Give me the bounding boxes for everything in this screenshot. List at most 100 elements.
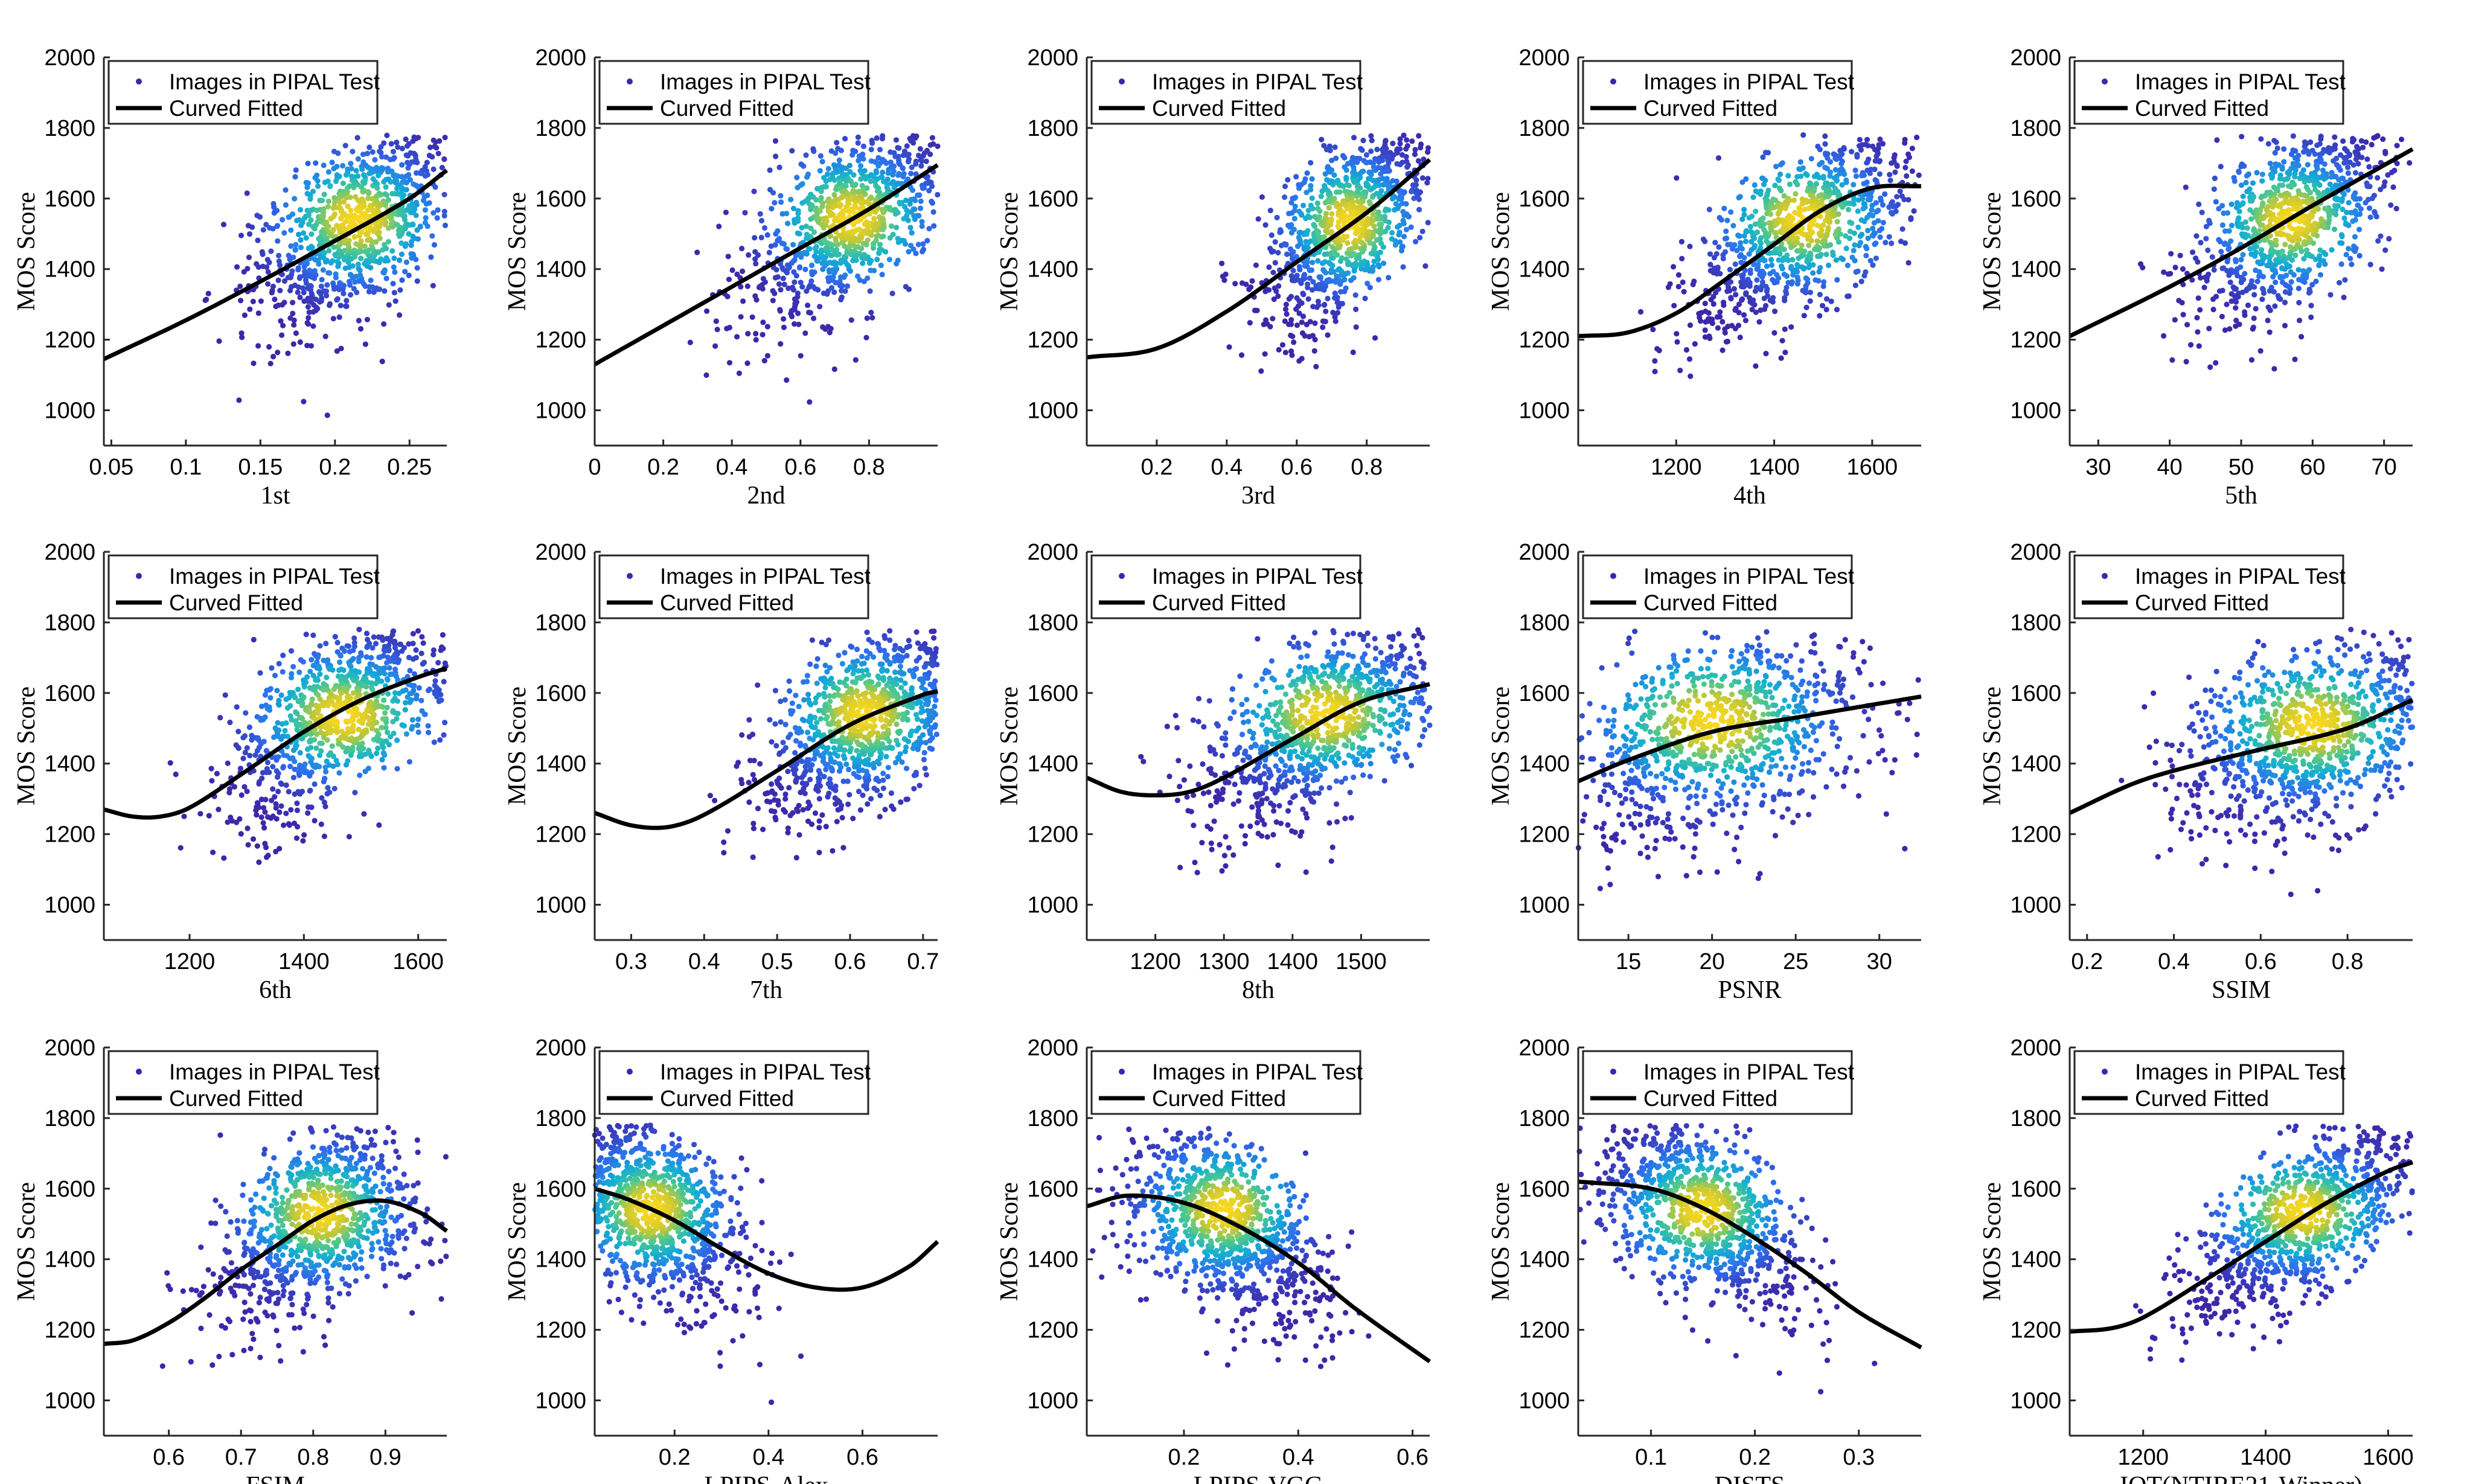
data-point: [318, 291, 324, 297]
data-point: [1721, 302, 1727, 309]
data-point: [1404, 137, 1410, 143]
data-point: [2336, 165, 2342, 171]
data-point: [1409, 138, 1415, 144]
data-point: [331, 286, 338, 292]
data-point: [895, 153, 901, 159]
data-point: [1840, 204, 1846, 210]
data-point: [1707, 335, 1713, 342]
data-point: [819, 222, 825, 228]
data-point: [1343, 174, 1349, 181]
data-point: [392, 298, 398, 304]
data-point: [2382, 247, 2388, 253]
y-tick-label: 1200: [1518, 328, 1570, 353]
data-point: [1297, 229, 1304, 235]
data-point: [1301, 179, 1307, 185]
data-point: [1728, 209, 1734, 215]
data-point: [366, 170, 373, 176]
data-point: [287, 256, 293, 262]
data-point: [289, 268, 295, 274]
data-point: [411, 134, 417, 140]
data-point: [1282, 318, 1288, 324]
data-point: [2183, 359, 2189, 365]
data-point: [356, 198, 363, 204]
data-point: [1732, 242, 1738, 248]
data-point: [1675, 284, 1681, 290]
data-point: [292, 174, 298, 180]
data-point: [819, 260, 825, 266]
data-point: [755, 252, 761, 258]
data-point: [1364, 280, 1371, 287]
data-point: [1824, 231, 1830, 237]
data-point: [1794, 174, 1800, 180]
data-point: [760, 331, 766, 337]
data-point: [1345, 161, 1351, 167]
data-point: [1287, 224, 1293, 230]
data-point: [2346, 222, 2352, 228]
data-point: [250, 298, 256, 304]
data-point: [399, 185, 405, 191]
data-point: [1283, 301, 1289, 307]
data-point: [930, 209, 936, 215]
data-point: [884, 185, 890, 191]
data-point: [1894, 194, 1900, 200]
data-point: [2251, 251, 2257, 257]
data-point: [2239, 221, 2245, 227]
data-point: [2286, 199, 2292, 205]
data-point: [873, 170, 880, 176]
data-point: [281, 278, 288, 284]
data-point: [817, 208, 823, 214]
data-point: [1749, 307, 1755, 313]
data-point: [1370, 217, 1376, 223]
data-point: [805, 171, 811, 178]
data-point: [348, 207, 354, 213]
data-point: [390, 156, 397, 162]
data-point: [2407, 160, 2413, 166]
data-point: [1319, 188, 1325, 194]
data-point: [209, 778, 215, 784]
data-point: [1353, 171, 1359, 178]
data-point: [429, 233, 435, 239]
y-tick-label: 1600: [44, 187, 95, 212]
data-point: [2195, 329, 2201, 335]
data-point: [1773, 197, 1779, 203]
data-point: [435, 150, 441, 156]
data-point: [334, 296, 341, 302]
data-point: [356, 318, 362, 324]
data-point: [856, 188, 863, 194]
data-point: [1298, 211, 1304, 217]
data-point: [687, 339, 693, 345]
data-point: [799, 284, 805, 290]
data-point: [319, 795, 325, 801]
data-point: [2320, 167, 2326, 173]
data-point: [2326, 145, 2332, 151]
data-point: [1864, 160, 1870, 166]
data-point: [295, 284, 302, 290]
data-point: [1362, 295, 1368, 301]
data-point: [272, 673, 278, 679]
data-point: [415, 135, 421, 141]
data-point: [2299, 192, 2305, 198]
data-point: [2250, 180, 2256, 186]
data-point: [358, 255, 364, 261]
data-point: [2176, 298, 2182, 304]
data-point: [1270, 269, 1276, 275]
data-point: [366, 289, 373, 295]
data-point: [1745, 277, 1751, 283]
data-point: [305, 285, 311, 292]
data-point: [778, 193, 784, 199]
data-point: [740, 298, 746, 304]
data-point: [1832, 231, 1838, 237]
data-point: [859, 231, 865, 237]
data-point: [1315, 258, 1321, 264]
data-point: [2281, 159, 2287, 165]
data-point: [1723, 228, 1729, 234]
data-point: [2366, 205, 2373, 211]
x-tick-label: 40: [2157, 455, 2183, 480]
data-point: [1329, 244, 1336, 250]
data-point: [278, 803, 284, 809]
data-point: [1865, 228, 1871, 234]
y-tick-label: 2000: [1518, 45, 1570, 71]
data-point: [290, 341, 296, 347]
data-point: [430, 210, 437, 216]
